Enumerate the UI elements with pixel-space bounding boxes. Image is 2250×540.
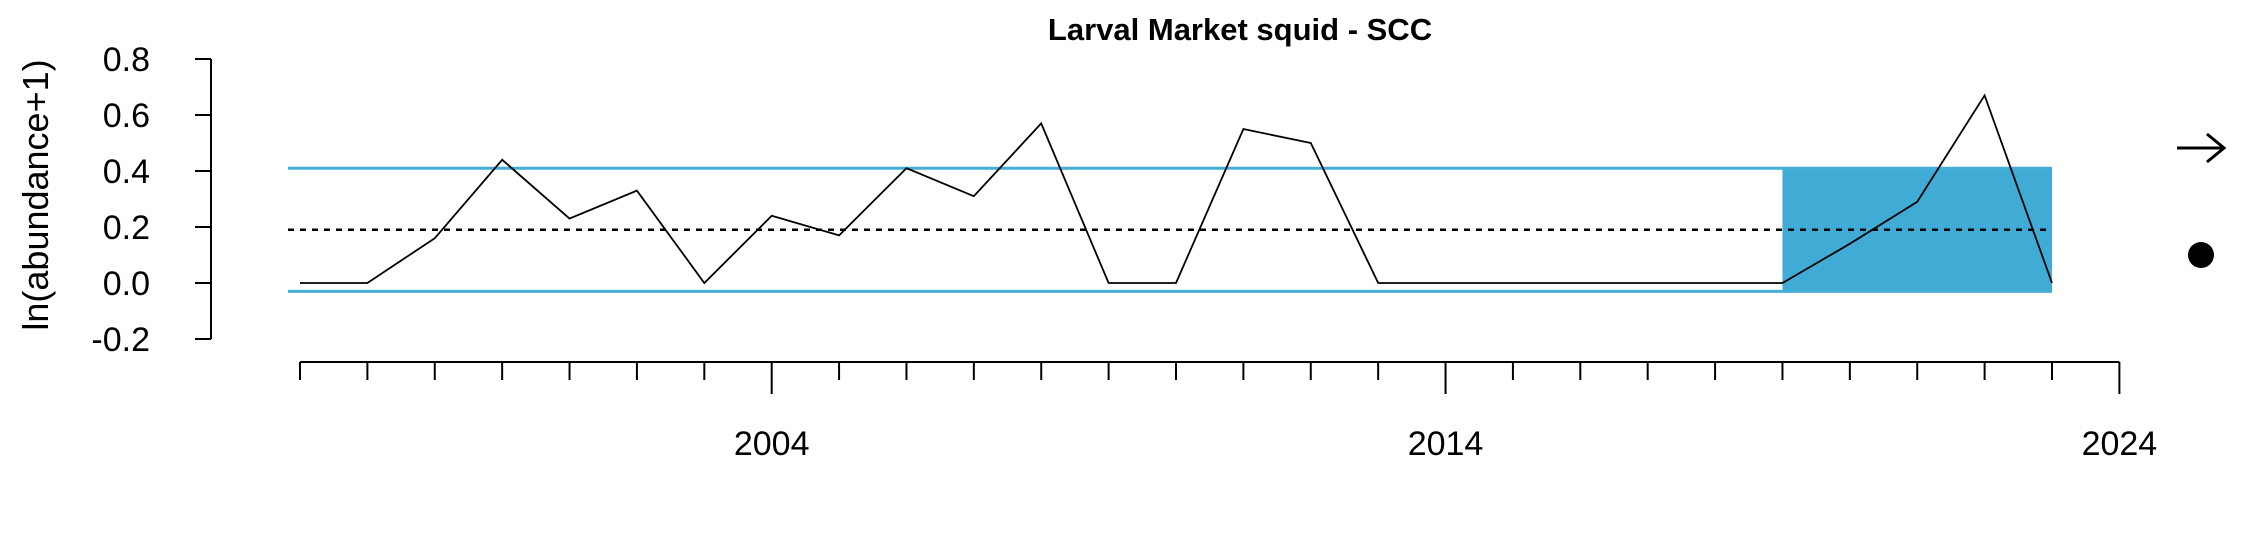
x-tick-label: 2004 bbox=[734, 425, 810, 463]
x-tick-label: 2014 bbox=[1408, 425, 1484, 463]
right-arrow-icon bbox=[2177, 132, 2227, 164]
y-tick-label: 0.4 bbox=[103, 153, 150, 191]
x-axis: 2004 2014 2024 bbox=[299, 361, 2158, 463]
x-tick-label: 2024 bbox=[2082, 425, 2158, 463]
y-tick-label: 0.2 bbox=[103, 209, 150, 247]
y-tick-label: 0.0 bbox=[103, 265, 150, 303]
arrow-head bbox=[2206, 132, 2227, 164]
series-layer bbox=[300, 93, 2053, 285]
reference-lines bbox=[288, 166, 2052, 293]
series-line-0 bbox=[300, 93, 2053, 285]
y-tick-label: 0.8 bbox=[103, 41, 150, 79]
filled-circle-icon bbox=[2188, 242, 2214, 268]
y-axis: -0.2 0.0 0.2 0.4 0.6 0.8 bbox=[91, 41, 212, 359]
highlight-period-rect bbox=[1782, 168, 2052, 292]
dot bbox=[2188, 242, 2214, 268]
y-tick-label: -0.2 bbox=[91, 321, 150, 359]
chart-title: Larval Market squid - SCC bbox=[1048, 12, 1432, 47]
y-axis-title: ln(abundance+1) bbox=[15, 59, 56, 330]
highlight-layer bbox=[1782, 168, 2052, 292]
y-tick-label: 0.6 bbox=[103, 97, 150, 135]
